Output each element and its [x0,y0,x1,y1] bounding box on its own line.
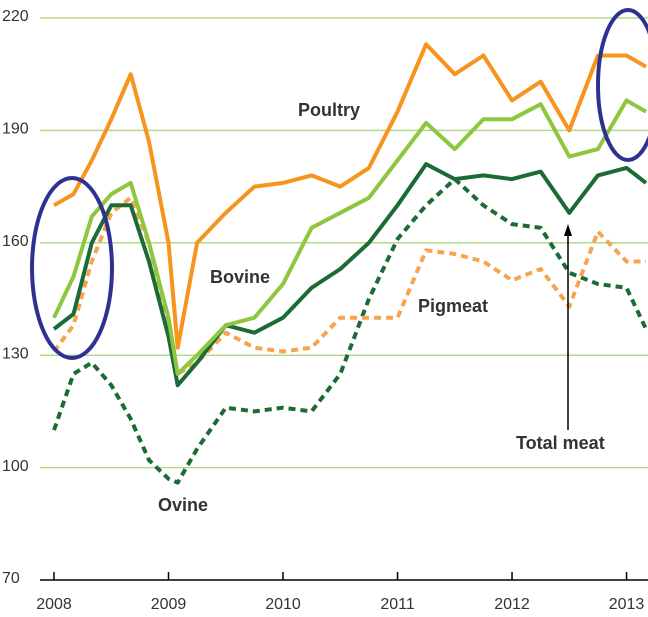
highlight-ellipse [30,176,114,360]
y-tick-label: 130 [2,345,29,362]
series-label: Poultry [298,100,360,120]
x-tick-label: 2013 [609,596,645,613]
y-tick-label: 100 [2,458,29,475]
series-label: Ovine [158,495,208,515]
x-tick-label: 2009 [151,596,187,613]
y-tick-label: 70 [2,570,20,587]
series-line [52,162,648,388]
series-line [52,98,648,376]
y-tick-label: 190 [2,121,29,138]
series-line [52,177,648,485]
x-tick-label: 2010 [265,596,301,613]
x-tick-label: 2012 [494,596,530,613]
x-tick-label: 2011 [380,596,415,613]
plot: 70 100 130 160 190 220 2008 2009 2010 2011 2012 201… [2,8,648,613]
highlight-ellipse [596,8,648,162]
arrow-head [564,224,572,236]
y-tick-label: 220 [2,8,29,25]
series-line [52,195,646,376]
series-label: Total meat [516,433,605,453]
series-label: Bovine [210,267,270,287]
y-tick-label: 160 [2,233,29,250]
x-tick-label: 2008 [36,596,72,613]
series-line [53,42,647,350]
series-label: Pigmeat [418,296,488,316]
